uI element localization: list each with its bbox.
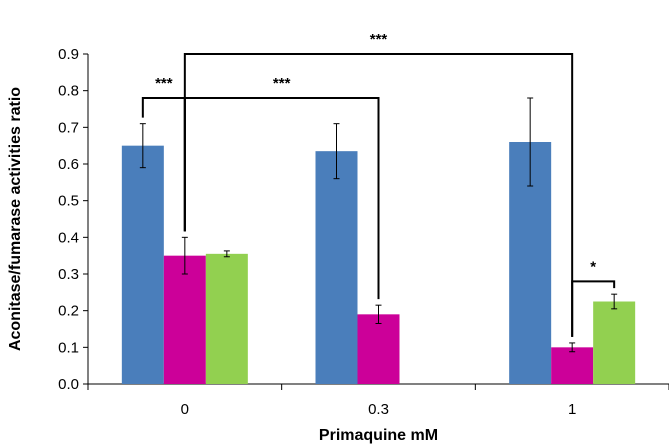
y-tick-label: 0.9: [58, 46, 79, 63]
y-tick-label: 0.6: [58, 156, 79, 173]
significance-bracket: [183, 53, 574, 337]
bar: [205, 253, 248, 384]
y-tick-label: 0.1: [58, 339, 79, 356]
y-tick-label: 0.3: [58, 266, 79, 283]
bar: [163, 255, 206, 384]
x-axis-label: Primaquine mM: [319, 427, 438, 444]
x-tick-label: 0: [181, 401, 189, 418]
x-tick-label: 1: [568, 401, 576, 418]
significance-bracket: [571, 280, 616, 337]
y-axis-ticks: 0.0 0.1 0.2 0.3 0.4 0.5 0.6 0.7 0.8 0.9: [58, 46, 88, 393]
significance-label: *: [590, 258, 596, 275]
y-tick-label: 0.5: [58, 193, 79, 210]
y-tick-label: 0.0: [58, 376, 79, 393]
bar: [551, 347, 594, 384]
y-tick-label: 0.8: [58, 83, 79, 100]
y-tick-label: 0.4: [58, 229, 79, 246]
significance-label: ***: [370, 31, 388, 48]
y-tick-label: 0.2: [58, 303, 79, 320]
y-axis-label: Aconitase/fumarase activities ratio: [7, 87, 24, 351]
y-tick-label: 0.7: [58, 119, 79, 136]
bar: [357, 314, 400, 384]
significance-annotations: *** *******: [141, 31, 616, 337]
x-axis-ticks: 0 0.3 1: [87, 384, 669, 418]
error-bars: [139, 97, 618, 353]
significance-label: ***: [273, 75, 291, 92]
x-tick-label: 0.3: [368, 401, 389, 418]
significance-label: ***: [155, 75, 173, 92]
bar: [593, 301, 636, 384]
bars: [121, 142, 636, 384]
bar: [121, 145, 164, 384]
bar: [315, 151, 358, 384]
